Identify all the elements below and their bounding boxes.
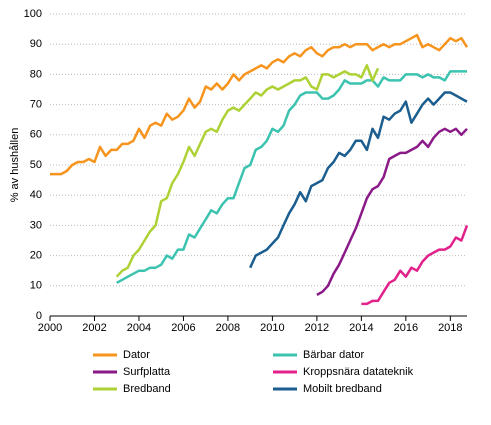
- x-tick-label: 2014: [349, 322, 373, 334]
- legend-label: Surfplatta: [123, 366, 171, 378]
- x-tick-label: 2004: [127, 322, 151, 334]
- series-line: [316, 127, 468, 296]
- legend-label: Dator: [123, 349, 150, 361]
- y-tick-label: 30: [30, 219, 42, 231]
- y-tick-label: 40: [30, 189, 42, 201]
- y-tick-label: 90: [30, 38, 42, 50]
- y-tick-label: 60: [30, 129, 42, 141]
- y-tick-label: 70: [30, 99, 42, 111]
- series-line: [116, 70, 467, 284]
- x-tick-label: 2010: [260, 322, 284, 334]
- series-line: [361, 224, 469, 306]
- y-tick-label: 10: [30, 280, 42, 292]
- x-tick-label: 2008: [216, 322, 240, 334]
- y-tick-label: 20: [30, 250, 42, 262]
- x-tick-label: 2006: [171, 322, 195, 334]
- legend-label: Kroppsnära datateknik: [303, 366, 414, 378]
- series-line: [50, 33, 469, 176]
- series-line: [249, 91, 468, 269]
- series-line: [115, 64, 380, 278]
- x-tick-label: 2012: [305, 322, 329, 334]
- x-tick-label: 2000: [38, 322, 62, 334]
- x-tick-label: 2002: [82, 322, 106, 334]
- x-tick-label: 2016: [394, 322, 418, 334]
- y-tick-label: 0: [36, 310, 42, 322]
- legend-label: Bärbar dator: [303, 349, 364, 361]
- x-tick-label: 2018: [438, 322, 462, 334]
- y-tick-label: 100: [24, 8, 42, 20]
- y-tick-label: 50: [30, 159, 42, 171]
- legend-label: Mobilt bredband: [303, 383, 382, 395]
- y-tick-label: 80: [30, 68, 42, 80]
- legend-label: Bredband: [123, 383, 171, 395]
- y-axis-label: % av hushållen: [9, 128, 21, 203]
